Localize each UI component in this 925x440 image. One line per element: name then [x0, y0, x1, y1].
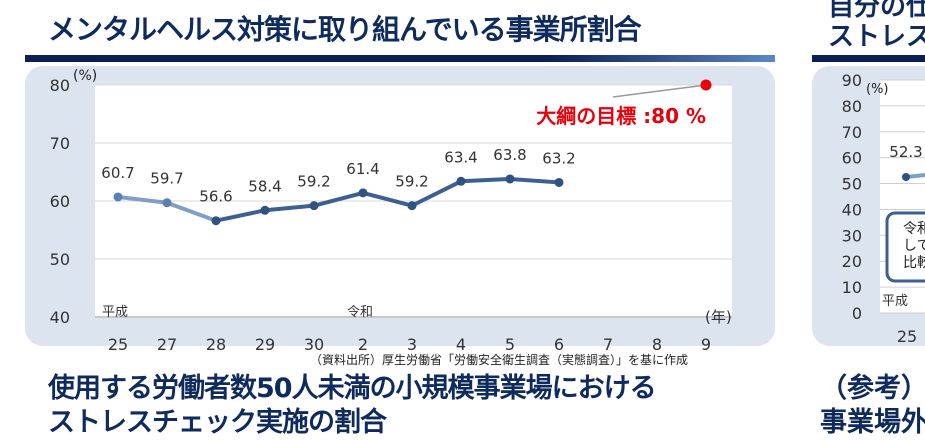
right-data-label: 52.3 — [889, 143, 922, 161]
right-note-text: して — [903, 238, 925, 254]
series-segment — [166, 200, 217, 223]
x-tick-label: 29 — [255, 335, 275, 354]
right-x-tick-label: 25 — [897, 327, 917, 346]
series-segment — [411, 179, 462, 208]
data-point — [211, 216, 221, 226]
y-tick-label: 40 — [50, 308, 70, 327]
y-tick-label: 50 — [50, 250, 70, 269]
right-y-tick-label: 50 — [842, 175, 862, 194]
y-tick-label: 80 — [50, 76, 70, 95]
data-label: 63.2 — [542, 149, 575, 167]
series-segment — [215, 208, 266, 223]
data-label: 63.8 — [493, 146, 526, 164]
right-y-tick-label: 90 — [842, 71, 862, 90]
y-unit-label: (%) — [73, 68, 97, 84]
right-y-tick-label: 0 — [852, 304, 862, 323]
y-tick-label: 70 — [50, 134, 70, 153]
data-point — [309, 201, 319, 211]
x-tick-label: 27 — [157, 335, 177, 354]
y-tick-label: 60 — [50, 192, 70, 211]
era-label: 平成 — [102, 305, 128, 320]
data-label: 59.2 — [395, 173, 428, 191]
x-tick-label: 30 — [304, 335, 324, 354]
right-y-unit-label: (%) — [866, 82, 889, 97]
data-label: 63.4 — [444, 148, 477, 166]
bottom-title: 使用する労働者数50人未満の小規模事業場における ストレスチェック実施の割合 — [48, 373, 657, 438]
x-tick-label: 3 — [407, 335, 417, 354]
data-point — [456, 176, 466, 186]
x-tick-label: 25 — [108, 335, 128, 354]
series-segment — [509, 176, 560, 185]
x-tick-label: 5 — [505, 335, 515, 354]
page-title: メンタルヘルス対策に取り組んでいる事業所割合 — [48, 13, 642, 46]
right-y-tick-label: 60 — [842, 149, 862, 168]
data-point — [260, 205, 270, 215]
target-label: 大綱の目標 :80 % — [536, 104, 706, 128]
era-label: 令和 — [347, 305, 373, 320]
right-title: 自分の仕 ストレス — [828, 0, 925, 52]
data-point — [113, 192, 123, 202]
data-point — [162, 198, 172, 208]
right-era-label: 平成 — [882, 294, 908, 309]
x-tick-label: 8 — [652, 335, 662, 354]
right-y-tick-label: 80 — [842, 97, 862, 116]
data-label: 59.2 — [297, 173, 330, 191]
right-data-point — [902, 173, 910, 181]
right-y-tick-label: 30 — [842, 226, 862, 245]
right-note-text: 比較 — [903, 255, 925, 271]
source-note: （資料出所）厚生労働省「労働安全衛生調査（実態調査）」を基に作成 — [310, 353, 689, 367]
series-segment — [362, 190, 413, 208]
right-bottom-title: （参考） 事業場外 — [820, 373, 925, 438]
right-title-rule — [812, 55, 925, 62]
data-point — [505, 174, 515, 184]
x-tick-label: 7 — [603, 335, 613, 354]
series-segment — [117, 194, 168, 205]
data-label: 56.6 — [199, 188, 232, 206]
x-tick-label: 6 — [554, 335, 564, 354]
target-point — [700, 79, 712, 91]
series-segment — [313, 190, 364, 208]
right-y-tick-label: 70 — [842, 123, 862, 142]
series-segment — [460, 176, 511, 184]
right-note-text: 令和 — [903, 221, 925, 237]
x-tick-label: 4 — [456, 335, 466, 354]
x-unit-label: (年) — [705, 308, 732, 326]
data-label: 61.4 — [346, 160, 379, 178]
data-point — [358, 188, 368, 198]
right-y-tick-label: 10 — [842, 278, 862, 297]
data-label: 60.7 — [101, 164, 134, 182]
x-tick-label: 28 — [206, 335, 226, 354]
x-tick-label: 9 — [701, 335, 711, 354]
right-note-box — [885, 211, 925, 283]
data-point — [407, 201, 417, 211]
title-rule — [25, 55, 775, 62]
x-tick-label: 2 — [358, 335, 368, 354]
target-leader-line — [612, 84, 707, 98]
data-point — [554, 177, 564, 187]
data-label: 59.7 — [150, 170, 183, 188]
right-y-tick-label: 20 — [842, 252, 862, 271]
data-label: 58.4 — [248, 177, 281, 195]
series-segment — [264, 203, 315, 213]
right-y-tick-label: 40 — [842, 200, 862, 219]
